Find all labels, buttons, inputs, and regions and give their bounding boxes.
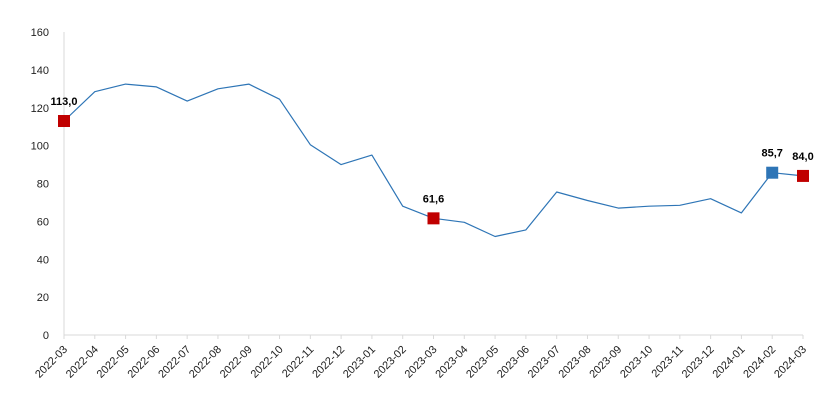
data-label: 85,7 [761, 148, 782, 160]
x-tick-label: 2022-08 [187, 344, 224, 381]
highlight-marker [427, 212, 440, 225]
x-tick-label: 2022-09 [218, 344, 255, 381]
x-tick-label: 2023-09 [587, 344, 624, 381]
y-axis: 0 20 40 60 80 100 120 140 160 [31, 27, 65, 342]
y-tick-label: 140 [31, 65, 49, 77]
data-label: 61,6 [423, 193, 444, 205]
y-tick-label: 0 [43, 330, 49, 342]
y-tick-label: 100 [31, 141, 49, 153]
x-tick-label: 2023-05 [464, 344, 501, 381]
x-tick-label: 2022-07 [156, 344, 193, 381]
y-tick-label: 20 [37, 292, 49, 304]
data-label: 113,0 [51, 96, 78, 108]
x-tick-label: 2022-10 [249, 344, 286, 381]
x-tick-label: 2023-01 [341, 344, 378, 381]
y-tick-label: 40 [37, 254, 49, 266]
x-tick-label: 2023-02 [372, 344, 409, 381]
x-tick-label: 2023-10 [618, 344, 655, 381]
x-tick-label: 2023-12 [680, 344, 717, 381]
x-tick-label: 2022-11 [280, 344, 316, 380]
highlight-marker [58, 115, 70, 128]
highlight-marker [766, 166, 779, 179]
x-tick-label: 2022-05 [95, 344, 132, 381]
x-tick-label: 2022-06 [125, 344, 162, 381]
x-tick-label: 2023-08 [557, 344, 594, 381]
x-tick-label: 2023-07 [526, 344, 563, 381]
x-tick-label: 2022-12 [310, 344, 347, 381]
y-tick-label: 120 [31, 103, 49, 115]
highlight-markers: 113,0 61,6 85,7 84,0 [51, 96, 814, 225]
x-tick-label: 2023-03 [403, 344, 440, 381]
x-tick-label: 2022-04 [64, 344, 101, 381]
y-tick-label: 160 [31, 27, 49, 39]
x-tick-label: 2024-02 [741, 344, 778, 381]
x-tick-label: 2023-06 [495, 344, 532, 381]
x-tick-label: 2023-11 [649, 344, 685, 380]
x-tick-label: 2024-01 [711, 344, 748, 381]
x-axis: 2022-032022-042022-052022-062022-072022-… [33, 334, 809, 381]
y-tick-label: 80 [37, 179, 49, 191]
highlight-marker [797, 169, 809, 182]
x-tick-label: 2024-03 [772, 344, 809, 381]
y-tick-label: 60 [37, 216, 49, 228]
data-label: 84,0 [792, 151, 813, 163]
x-tick-label: 2022-03 [33, 344, 70, 381]
x-tick-label: 2023-04 [433, 344, 470, 381]
